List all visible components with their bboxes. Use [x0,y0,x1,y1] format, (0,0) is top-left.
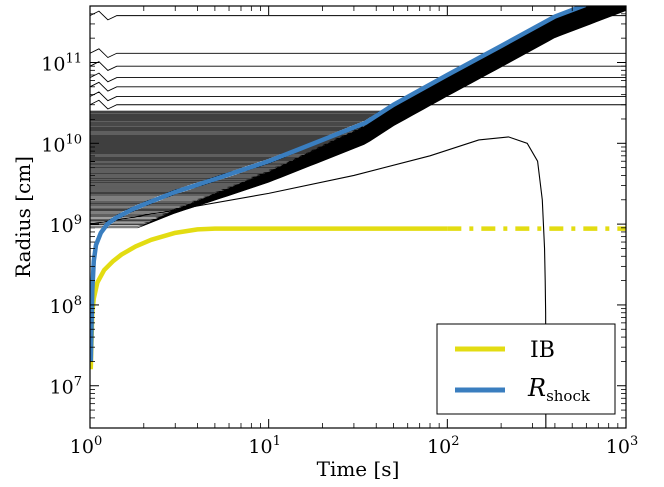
y-tick-label: 108 [50,294,82,318]
mass-shell-line [90,72,626,83]
mass-shell-line [90,10,626,21]
x-tick-label: 103 [606,434,638,458]
legend: IB Rshock [436,323,616,415]
mass-shell-line [90,6,589,117]
mass-shell-line [90,91,626,102]
y-tick-label: 109 [50,213,82,237]
x-axis-label: Time [s] [317,457,400,481]
plot-frame [89,5,627,429]
mass-shell-line [90,6,593,126]
mass-shell-line [90,81,626,92]
mass-shell-line [90,6,589,115]
mass-shell-line [90,6,593,128]
mass-shell-line [90,61,626,71]
legend-label-ib: IB [530,338,555,363]
series-line-ib [90,226,448,370]
falling-mass-shell-line [90,136,547,428]
mass-shell-line [90,6,589,116]
axis-ticks: 100 101 102 103 107 108 109 1010 1011 [41,5,638,458]
mass-shell-line [90,6,590,118]
y-tick-label: 1010 [41,132,82,156]
series-lines [90,6,626,370]
legend-box [436,323,616,415]
y-tick-label: 1011 [41,51,82,75]
mass-shell-line [90,99,626,110]
legend-label-rshock: Rshock [527,374,591,405]
mass-shell-line [90,6,588,113]
mass-shell-line [90,6,591,121]
mass-shell-line [90,6,587,112]
y-axis-label: Radius [cm] [11,156,35,278]
mass-shell-line [90,6,590,120]
legend-label-rshock-sub: shock [546,387,591,405]
mass-shell-line [90,6,591,122]
mass-shell-line [90,6,590,119]
x-tick-label: 100 [70,434,102,458]
x-tick-label: 101 [248,434,280,458]
x-tick-label: 102 [427,434,459,458]
y-tick-label: 107 [50,375,82,399]
mass-shell-line [90,6,592,123]
mass-shell-lines [90,6,626,428]
series-line-rshock [90,6,588,362]
legend-label-rshock-main: R [527,374,546,402]
mass-shell-line [90,6,593,127]
mass-shell-line [90,48,626,59]
